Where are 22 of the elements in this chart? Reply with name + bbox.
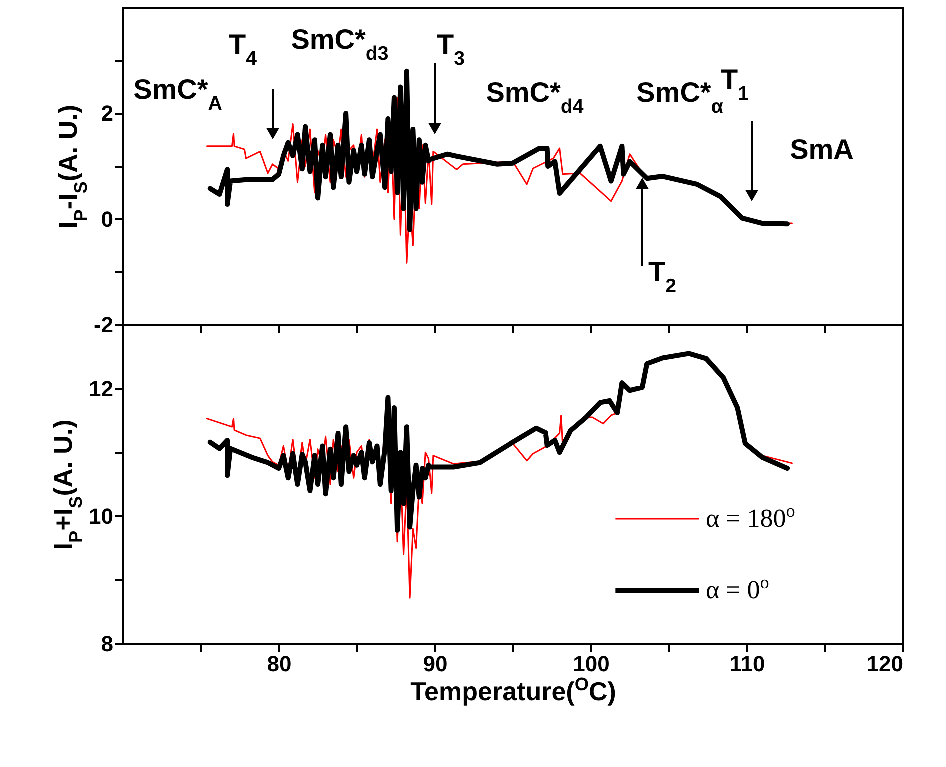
legend-label: α = 0$^{o}$: [706, 572, 770, 604]
legend-label: α = 180$^{o}$: [706, 501, 796, 533]
y-tick-label: 8: [101, 632, 114, 656]
annotation: T$_{2}$: [648, 256, 677, 298]
x-tick-label: 100: [573, 652, 610, 676]
y-tick-label: 12: [89, 376, 114, 402]
annotation: SmC*$_{A}$: [134, 74, 222, 115]
y-tick-label: 2: [101, 101, 114, 126]
annotation: SmC*$_{α}$: [636, 77, 724, 118]
y-tick-label: 0: [101, 206, 114, 232]
annotation: SmC*$_{d4}$: [486, 77, 584, 118]
x-tick-label: 110: [730, 652, 766, 676]
x-tick-label: 120: [866, 652, 904, 676]
annotation: SmA: [790, 134, 854, 165]
annotation: T$_{3}$: [436, 29, 466, 70]
x-tick-label: 80: [267, 652, 292, 676]
y-tick-label: -2: [94, 312, 114, 338]
x-axis-title: Temperature($^{O}$C): [410, 674, 616, 706]
y-tick-label: 10: [89, 504, 114, 529]
annotation: SmC*$_{d3}$: [291, 24, 389, 65]
annotation: T$_{4}$: [228, 29, 258, 70]
x-tick-label: 90: [423, 652, 448, 676]
